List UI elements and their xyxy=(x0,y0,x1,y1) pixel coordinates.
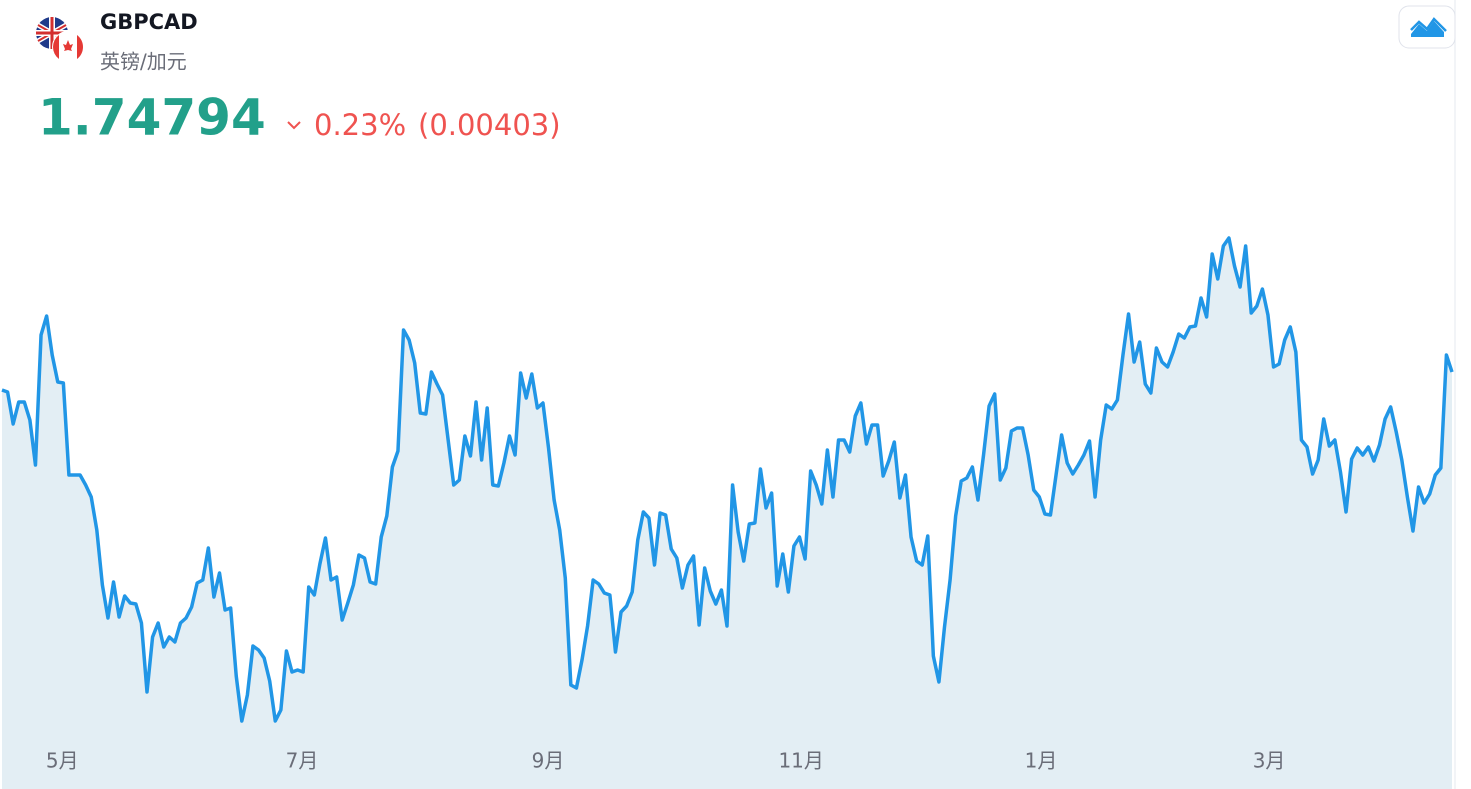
price-line xyxy=(1,236,1454,723)
x-tick-label: 7月 xyxy=(286,749,319,773)
price: 1.74794 xyxy=(38,89,266,147)
x-tick-label: 5月 xyxy=(46,749,79,773)
x-tick-label: 9月 xyxy=(532,749,565,773)
down-arrow xyxy=(287,121,301,130)
area-fill xyxy=(2,238,1452,789)
plot: 5月 7月 9月 11月 1月 3月 xyxy=(1,236,1454,789)
x-tick-label: 11月 xyxy=(778,749,823,773)
chart-style-button[interactable] xyxy=(1398,5,1456,49)
currency-flags xyxy=(36,17,84,63)
x-tick-label: 3月 xyxy=(1253,749,1286,773)
x-tick-label: 1月 xyxy=(1025,749,1058,773)
change-percent: 0.23% xyxy=(314,108,406,142)
symbol: GBPCAD xyxy=(100,10,198,34)
symbol-name: 英镑/加元 xyxy=(100,50,187,74)
change: (0.00403) xyxy=(418,108,561,142)
